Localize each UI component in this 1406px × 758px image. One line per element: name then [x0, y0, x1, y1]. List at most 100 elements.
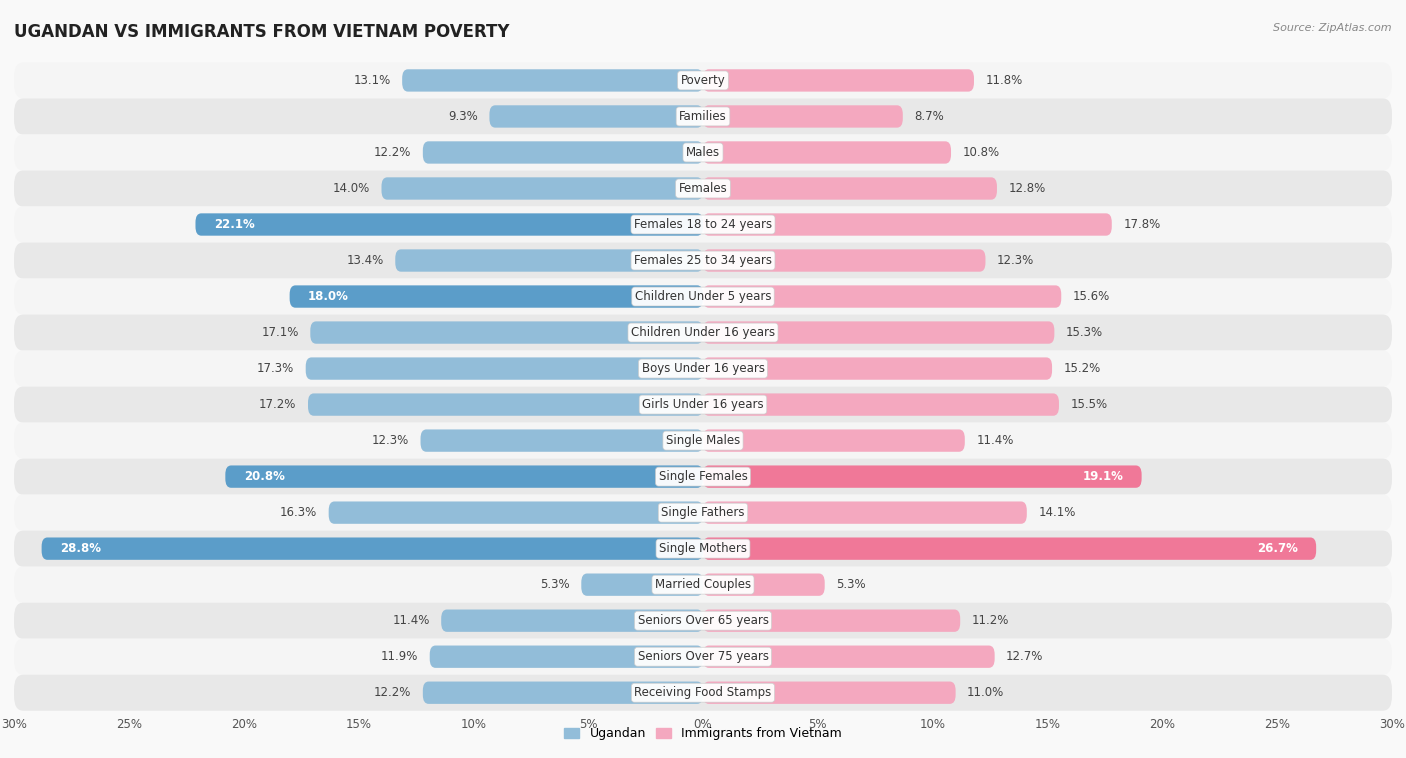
FancyBboxPatch shape — [423, 681, 703, 704]
Text: 10.8%: 10.8% — [963, 146, 1000, 159]
FancyBboxPatch shape — [14, 639, 1392, 675]
Text: 11.4%: 11.4% — [976, 434, 1014, 447]
FancyBboxPatch shape — [703, 393, 1059, 415]
Text: Poverty: Poverty — [681, 74, 725, 87]
Text: 17.2%: 17.2% — [259, 398, 297, 411]
Text: 12.2%: 12.2% — [374, 686, 412, 699]
Text: Single Females: Single Females — [658, 470, 748, 483]
FancyBboxPatch shape — [14, 62, 1392, 99]
Text: 5.3%: 5.3% — [837, 578, 866, 591]
Text: 15.5%: 15.5% — [1070, 398, 1108, 411]
Text: 12.8%: 12.8% — [1008, 182, 1046, 195]
FancyBboxPatch shape — [381, 177, 703, 199]
FancyBboxPatch shape — [290, 285, 703, 308]
FancyBboxPatch shape — [225, 465, 703, 488]
Text: 20.8%: 20.8% — [243, 470, 284, 483]
FancyBboxPatch shape — [14, 531, 1392, 567]
FancyBboxPatch shape — [703, 646, 994, 668]
Text: 11.0%: 11.0% — [967, 686, 1004, 699]
FancyBboxPatch shape — [703, 465, 1142, 488]
Text: 17.3%: 17.3% — [257, 362, 294, 375]
FancyBboxPatch shape — [423, 141, 703, 164]
Text: Seniors Over 75 years: Seniors Over 75 years — [637, 650, 769, 663]
FancyBboxPatch shape — [703, 321, 1054, 343]
Text: Married Couples: Married Couples — [655, 578, 751, 591]
Text: Single Fathers: Single Fathers — [661, 506, 745, 519]
FancyBboxPatch shape — [14, 243, 1392, 278]
FancyBboxPatch shape — [311, 321, 703, 343]
FancyBboxPatch shape — [14, 603, 1392, 639]
FancyBboxPatch shape — [42, 537, 703, 560]
Text: Males: Males — [686, 146, 720, 159]
FancyBboxPatch shape — [703, 502, 1026, 524]
FancyBboxPatch shape — [305, 358, 703, 380]
FancyBboxPatch shape — [703, 249, 986, 271]
FancyBboxPatch shape — [703, 69, 974, 92]
Text: 17.8%: 17.8% — [1123, 218, 1160, 231]
FancyBboxPatch shape — [14, 315, 1392, 350]
Text: 11.4%: 11.4% — [392, 614, 430, 627]
Text: Single Males: Single Males — [666, 434, 740, 447]
FancyBboxPatch shape — [703, 213, 1112, 236]
FancyBboxPatch shape — [703, 609, 960, 632]
Text: 14.1%: 14.1% — [1038, 506, 1076, 519]
FancyBboxPatch shape — [308, 393, 703, 415]
FancyBboxPatch shape — [14, 423, 1392, 459]
Text: 18.0%: 18.0% — [308, 290, 349, 303]
Text: Children Under 5 years: Children Under 5 years — [634, 290, 772, 303]
Text: 15.6%: 15.6% — [1073, 290, 1109, 303]
Text: Females 25 to 34 years: Females 25 to 34 years — [634, 254, 772, 267]
Text: 12.7%: 12.7% — [1007, 650, 1043, 663]
FancyBboxPatch shape — [430, 646, 703, 668]
Text: 11.8%: 11.8% — [986, 74, 1022, 87]
Text: Source: ZipAtlas.com: Source: ZipAtlas.com — [1274, 23, 1392, 33]
FancyBboxPatch shape — [420, 430, 703, 452]
Text: 22.1%: 22.1% — [214, 218, 254, 231]
FancyBboxPatch shape — [14, 171, 1392, 206]
FancyBboxPatch shape — [703, 358, 1052, 380]
Text: Receiving Food Stamps: Receiving Food Stamps — [634, 686, 772, 699]
FancyBboxPatch shape — [395, 249, 703, 271]
FancyBboxPatch shape — [14, 459, 1392, 495]
Text: 14.0%: 14.0% — [333, 182, 370, 195]
Text: 12.3%: 12.3% — [371, 434, 409, 447]
Legend: Ugandan, Immigrants from Vietnam: Ugandan, Immigrants from Vietnam — [560, 722, 846, 745]
Text: 28.8%: 28.8% — [60, 542, 101, 555]
FancyBboxPatch shape — [441, 609, 703, 632]
FancyBboxPatch shape — [14, 495, 1392, 531]
Text: 9.3%: 9.3% — [449, 110, 478, 123]
Text: 15.2%: 15.2% — [1063, 362, 1101, 375]
FancyBboxPatch shape — [703, 430, 965, 452]
Text: 13.1%: 13.1% — [353, 74, 391, 87]
Text: Single Mothers: Single Mothers — [659, 542, 747, 555]
Text: 12.3%: 12.3% — [997, 254, 1035, 267]
FancyBboxPatch shape — [489, 105, 703, 127]
Text: Females: Females — [679, 182, 727, 195]
Text: 16.3%: 16.3% — [280, 506, 318, 519]
Text: 26.7%: 26.7% — [1257, 542, 1298, 555]
FancyBboxPatch shape — [14, 134, 1392, 171]
Text: 17.1%: 17.1% — [262, 326, 299, 339]
Text: 8.7%: 8.7% — [914, 110, 943, 123]
Text: 11.9%: 11.9% — [381, 650, 418, 663]
Text: 11.2%: 11.2% — [972, 614, 1010, 627]
FancyBboxPatch shape — [14, 387, 1392, 423]
FancyBboxPatch shape — [703, 177, 997, 199]
Text: Girls Under 16 years: Girls Under 16 years — [643, 398, 763, 411]
FancyBboxPatch shape — [402, 69, 703, 92]
FancyBboxPatch shape — [14, 278, 1392, 315]
FancyBboxPatch shape — [703, 681, 956, 704]
FancyBboxPatch shape — [703, 105, 903, 127]
Text: Females 18 to 24 years: Females 18 to 24 years — [634, 218, 772, 231]
FancyBboxPatch shape — [14, 350, 1392, 387]
Text: 15.3%: 15.3% — [1066, 326, 1102, 339]
Text: 12.2%: 12.2% — [374, 146, 412, 159]
Text: 5.3%: 5.3% — [540, 578, 569, 591]
FancyBboxPatch shape — [581, 574, 703, 596]
FancyBboxPatch shape — [14, 675, 1392, 711]
FancyBboxPatch shape — [703, 285, 1062, 308]
Text: 19.1%: 19.1% — [1083, 470, 1123, 483]
Text: Children Under 16 years: Children Under 16 years — [631, 326, 775, 339]
FancyBboxPatch shape — [14, 99, 1392, 134]
FancyBboxPatch shape — [329, 502, 703, 524]
